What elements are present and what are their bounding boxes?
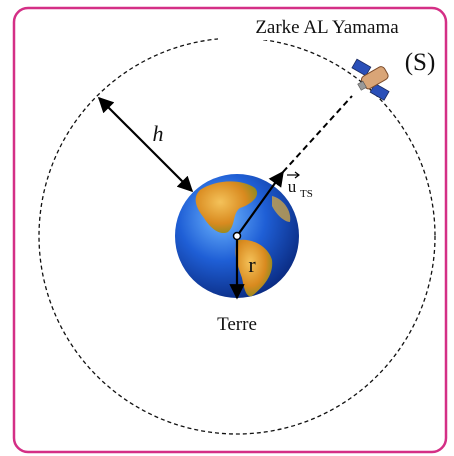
unit-vector-subscript: TS (300, 188, 313, 200)
diagram: Zarke AL Yamama h r Terre u TS (S) (0, 0, 454, 456)
earth-center (234, 233, 241, 240)
unit-vector-symbol: u (288, 177, 297, 196)
altitude-label: h (153, 121, 164, 146)
radius-label: r (248, 252, 256, 277)
satellite-label: (S) (405, 49, 436, 76)
page: Zarke AL Yamama h r Terre u TS (S) (() =… (0, 0, 454, 456)
earth-label: Terre (217, 314, 257, 335)
satellite-name: Zarke AL Yamama (255, 17, 399, 38)
